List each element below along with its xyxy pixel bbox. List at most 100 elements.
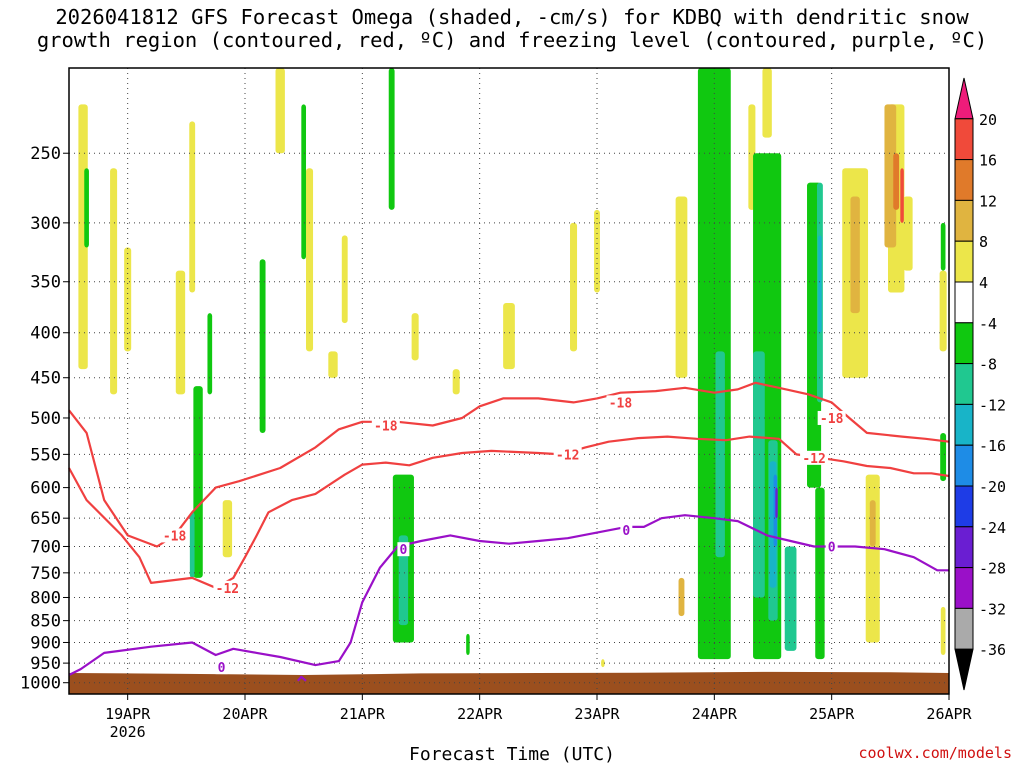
omega-region: [678, 577, 685, 617]
y-tick-label: 450: [30, 369, 61, 389]
y-tick-label: 500: [30, 409, 61, 429]
y-tick-label: 800: [30, 588, 61, 608]
omega-region: [570, 222, 578, 352]
colorbar-segment: [954, 322, 974, 365]
omega-region: [900, 168, 904, 223]
contour-label: -18: [374, 420, 398, 435]
colorbar-segment: [954, 403, 974, 446]
omega-region: [762, 68, 772, 138]
contour-label: 0: [828, 540, 836, 555]
plot-frame: [68, 67, 950, 695]
y-tick-label: 350: [30, 273, 61, 293]
chart-title: 2026041812 GFS Forecast Omega (shaded, -…: [0, 6, 1024, 52]
x-tick-label: 26APR: [926, 705, 972, 723]
contour-freezing-level-0-small: [296, 675, 307, 682]
colorbar-segment: [954, 199, 974, 242]
contour-label: -18: [609, 396, 633, 411]
contour-label-bg: [606, 395, 635, 410]
contour-label-bg: [371, 418, 400, 433]
omega-region: [715, 351, 725, 558]
omega-region: [411, 313, 419, 361]
contour-label: 0: [622, 524, 630, 539]
omega-region: [259, 259, 266, 433]
contour-label-bg: [800, 450, 829, 465]
contour-label-bg: [825, 539, 838, 554]
y-tick-label: 700: [30, 537, 61, 557]
colorbar-segment: [954, 607, 974, 650]
omega-region: [675, 196, 688, 378]
omega-region: [306, 168, 314, 352]
omega-region: [815, 487, 825, 660]
omega-region: [452, 369, 460, 395]
contour-freezing-level-0: [68, 514, 949, 676]
contour-label-bg: [160, 528, 189, 543]
contour--18: [68, 381, 950, 548]
colorbar-segment: [954, 444, 974, 487]
omega-region: [850, 196, 860, 314]
omega-region: [301, 104, 307, 260]
x-tick-sublabel: 2026: [110, 723, 146, 741]
y-tick-label: 900: [30, 633, 61, 653]
omega-region: [940, 222, 946, 271]
colorbar-label: -36: [979, 641, 1006, 659]
y-tick-label: 1000: [20, 674, 61, 694]
omega-region: [466, 633, 470, 655]
omega-region: [939, 270, 947, 352]
x-tick-label: 19APR: [105, 705, 151, 723]
omega-region: [893, 153, 900, 210]
omega-region: [398, 535, 409, 626]
y-tick-label: 300: [30, 214, 61, 234]
x-tick-label: 20APR: [222, 705, 268, 723]
omega-region: [388, 68, 395, 210]
colorbar-segment: [954, 118, 974, 161]
contour-label: -12: [216, 582, 239, 597]
contour-label-bg: [397, 542, 410, 557]
y-tick-label: 400: [30, 324, 61, 344]
colorbar-segment: [954, 159, 974, 201]
colorbar-label: 12: [979, 192, 997, 210]
colorbar-segment: [954, 240, 974, 283]
omega-region: [193, 386, 203, 578]
x-tick-label: 21APR: [340, 705, 386, 723]
contour-label: 0: [218, 661, 226, 676]
contour-label-bg: [620, 522, 633, 537]
title-line-2: growth region (contoured, red, ºC) and f…: [36, 28, 988, 52]
contour-label: 0: [399, 543, 407, 558]
colorbar-label: -28: [979, 560, 1006, 578]
colorbar-segment: [954, 567, 974, 609]
contour-label: -12: [802, 452, 825, 467]
colorbar-segment: [954, 526, 974, 569]
colorbar-label: 8: [979, 233, 988, 251]
contour-label-bg: [213, 580, 242, 595]
omega-region: [275, 68, 285, 154]
x-axis-label: Forecast Time (UTC): [409, 744, 615, 765]
omega-region: [884, 104, 897, 248]
omega-region: [601, 659, 605, 668]
colorbar-label: 20: [979, 111, 997, 129]
y-tick-label: 550: [30, 445, 61, 465]
omega-region: [753, 351, 765, 598]
contour-label-bg: [817, 410, 846, 425]
colorbar-segment: [954, 363, 974, 405]
colorbar-top-arrow: [954, 77, 974, 120]
y-tick-label: 650: [30, 509, 61, 529]
colorbar-label: -24: [979, 519, 1006, 537]
omega-region: [189, 121, 196, 293]
x-tick-label: 25APR: [809, 705, 855, 723]
omega-region: [784, 546, 797, 651]
omega-region: [207, 313, 213, 395]
omega-region: [903, 196, 913, 271]
omega-region: [594, 209, 600, 293]
colorbar-segment: [954, 281, 974, 324]
y-tick-label: 250: [30, 144, 61, 164]
x-tick-label: 24APR: [692, 705, 738, 723]
contour-label: -18: [820, 412, 844, 427]
colorbar-label: 4: [979, 274, 988, 292]
y-tick-label: 850: [30, 612, 61, 632]
contour-label: -18: [163, 529, 187, 544]
omega-region: [124, 247, 132, 352]
contour-label-bg: [215, 660, 228, 675]
colorbar-label: -12: [979, 396, 1006, 414]
contour-label: -12: [556, 448, 579, 463]
